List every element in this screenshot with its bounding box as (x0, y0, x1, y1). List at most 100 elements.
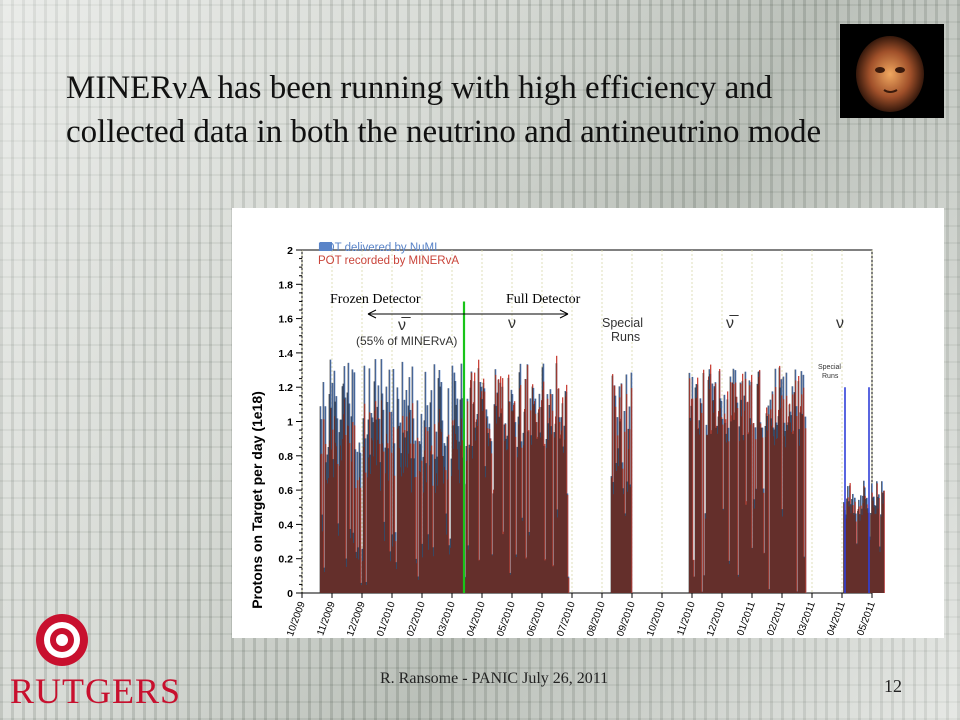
bar-recorded (509, 401, 511, 593)
bar-recorded (790, 422, 792, 593)
bar-recorded (361, 585, 363, 593)
bar-recorded (424, 450, 426, 593)
bar-recorded (393, 427, 395, 593)
bar-recorded (727, 391, 729, 593)
bar-recorded (459, 483, 461, 593)
bar-recorded (532, 384, 534, 593)
bar-recorded (426, 482, 428, 593)
bar-recorded (401, 476, 403, 593)
bar-recorded (496, 423, 498, 593)
bar-recorded (381, 400, 383, 593)
bars-layer (319, 301, 885, 593)
bar-recorded (762, 437, 764, 593)
bar-recorded (547, 398, 549, 593)
bar-recorded (549, 417, 551, 593)
bar-recorded (455, 433, 457, 593)
y-tick-label: 0.2 (278, 554, 293, 566)
bar-recorded (366, 584, 368, 593)
y-tick-label: 0.8 (278, 451, 293, 463)
bar-recorded (733, 383, 735, 593)
bar-recorded (798, 376, 800, 593)
bar-recorded (555, 416, 557, 593)
chart-panel: 10/2009 11/2009 12/2009 01/2010 02/2010 03/20… (232, 208, 944, 638)
bar-recorded (447, 479, 449, 593)
bar-recorded (470, 380, 472, 593)
bar-recorded (748, 432, 750, 593)
bar-recorded (363, 446, 365, 593)
bar-recorded (802, 415, 804, 593)
bar-recorded (693, 559, 695, 593)
bar-recorded (427, 431, 429, 593)
bar-recorded (775, 387, 777, 593)
bar-recorded (713, 412, 715, 593)
bar-recorded (851, 505, 853, 593)
bar-recorded (514, 401, 516, 593)
bar-recorded (349, 443, 351, 593)
bar-recorded (472, 458, 474, 593)
bar-recorded (531, 444, 533, 593)
bar-recorded (567, 494, 569, 593)
bar-recorded (741, 416, 743, 593)
x-tick-label: 07/2010 (555, 600, 578, 638)
bar-recorded (471, 372, 473, 593)
annotation-minerva-pct: (55% of MINERvA) (356, 334, 457, 348)
bar-recorded (736, 396, 738, 593)
bar-recorded (374, 410, 376, 593)
bar-recorded (391, 452, 393, 593)
bar-recorded (369, 412, 371, 593)
bar-recorded (883, 490, 885, 593)
bar-recorded (443, 483, 445, 593)
bar-recorded (628, 449, 630, 593)
bar-recorded (546, 447, 548, 593)
bar-recorded (415, 476, 417, 593)
bar-recorded (875, 513, 877, 593)
bar-recorded (703, 369, 705, 593)
bar-recorded (620, 418, 622, 593)
bar-recorded (499, 417, 501, 593)
bar-recorded (535, 413, 537, 593)
annotation-nu-1: ν (508, 315, 516, 332)
bar-recorded (440, 428, 442, 593)
bar-recorded (322, 531, 324, 593)
bar-recorded (695, 398, 697, 593)
bar-recorded (557, 517, 559, 593)
bar-recorded (432, 485, 434, 593)
bar-recorded (715, 383, 717, 593)
bar-recorded (332, 429, 334, 593)
bar-recorded (525, 379, 527, 593)
bar-recorded (537, 436, 539, 593)
bar-recorded (781, 395, 783, 593)
x-tick-label: 03/2011 (795, 600, 818, 637)
x-tick-label: 04/2010 (465, 600, 488, 638)
bar-recorded (770, 409, 772, 593)
bar-recorded (724, 413, 726, 593)
bar-recorded (326, 479, 328, 593)
bar-recorded (761, 427, 763, 593)
bar-recorded (717, 433, 719, 593)
bar-recorded (490, 438, 492, 593)
bar-recorded (858, 506, 860, 593)
bar-recorded (526, 557, 528, 593)
bar-recorded (518, 424, 520, 593)
bar-recorded (792, 394, 794, 593)
legend-delivered: POT delivered by NuMI (318, 242, 437, 254)
x-tick-label: 05/2011 (855, 600, 878, 637)
bar-recorded (501, 408, 503, 593)
bar-recorded (782, 516, 784, 593)
bar-recorded (489, 428, 491, 593)
bar-recorded (539, 407, 541, 593)
bar-recorded (398, 426, 400, 593)
bar-recorded (533, 405, 535, 593)
bar-recorded (497, 393, 499, 593)
bar-recorded (612, 374, 614, 593)
bar-recorded (387, 443, 389, 593)
bar-recorded (617, 435, 619, 593)
bar-recorded (414, 477, 416, 593)
bar-recorded (394, 475, 396, 593)
bar-recorded (755, 439, 757, 593)
bar-recorded (457, 449, 459, 593)
x-tick-label: 06/2010 (525, 600, 548, 638)
bar-recorded (543, 381, 545, 593)
bar-recorded (699, 434, 701, 593)
bar-recorded (726, 442, 728, 593)
